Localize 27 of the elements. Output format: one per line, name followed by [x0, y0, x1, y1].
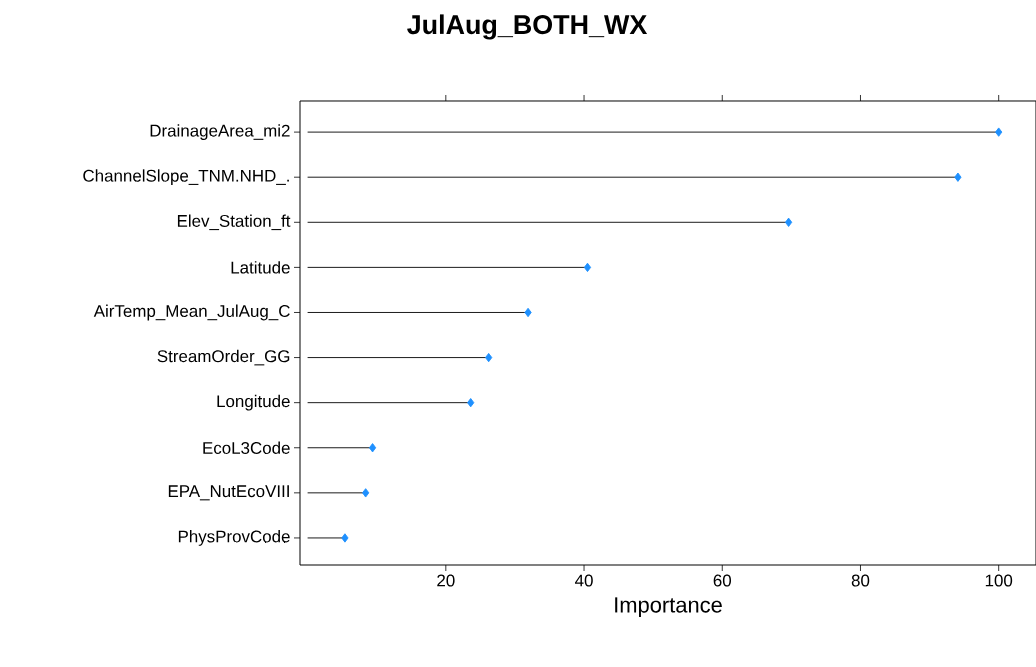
- y-tick-label: Elev_Station_ft: [177, 214, 291, 231]
- point: [368, 443, 377, 453]
- x-axis-title: Importance: [615, 597, 722, 617]
- y-tick-label: EPA_NutEcoVIII: [168, 485, 289, 501]
- y-tick-label: Longitude: [217, 394, 290, 411]
- point: [954, 172, 962, 182]
- y-tick-label: StreamOrder_GG: [157, 349, 290, 366]
- y-tick-label: ChannelSlope_TNM.NHD_.: [83, 169, 289, 186]
- y-tick-label: DrainageArea_mi2: [150, 124, 290, 140]
- point: [467, 398, 475, 408]
- point: [583, 262, 592, 273]
- x-tick-label: 80: [851, 574, 870, 587]
- y-tick-label: Latitude: [231, 261, 290, 274]
- y-tick-label: PhysProvCode: [178, 530, 290, 546]
- point: [524, 307, 532, 318]
- chart-title: JulAug_BOTH_WX: [407, 14, 648, 40]
- point: [995, 127, 1003, 137]
- x-tick-label: 60: [713, 574, 732, 587]
- point: [341, 533, 349, 543]
- point: [785, 217, 793, 227]
- x-tick-label: 20: [437, 574, 455, 587]
- point: [362, 488, 370, 498]
- point: [485, 352, 493, 363]
- y-tick-label: AirTemp_Mean_JulAug_C: [93, 304, 290, 321]
- y-tick-label: EcoL3Code: [203, 441, 290, 454]
- x-tick-label: 40: [575, 574, 593, 587]
- x-tick-label: 100: [985, 574, 1013, 587]
